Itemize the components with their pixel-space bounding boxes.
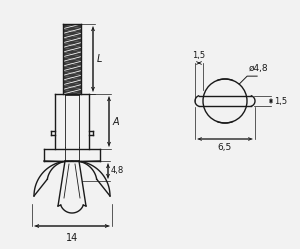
Polygon shape [63,29,81,33]
Polygon shape [63,71,81,75]
Text: 1,5: 1,5 [192,51,206,60]
Polygon shape [63,57,81,61]
Polygon shape [63,43,81,47]
Polygon shape [63,89,81,94]
Text: 4,8: 4,8 [111,167,124,176]
Text: A: A [113,117,120,126]
Polygon shape [63,38,81,43]
Polygon shape [63,47,81,52]
Polygon shape [63,85,81,89]
Polygon shape [63,80,81,85]
Text: 14: 14 [66,233,78,243]
Polygon shape [63,75,81,80]
Text: 6,5: 6,5 [218,143,232,152]
Polygon shape [63,24,81,29]
Text: 1,5: 1,5 [274,97,287,106]
Polygon shape [63,66,81,71]
Text: ø4,8: ø4,8 [249,64,269,73]
Polygon shape [63,61,81,66]
Polygon shape [63,33,81,38]
Text: L: L [97,54,102,64]
Polygon shape [63,52,81,57]
